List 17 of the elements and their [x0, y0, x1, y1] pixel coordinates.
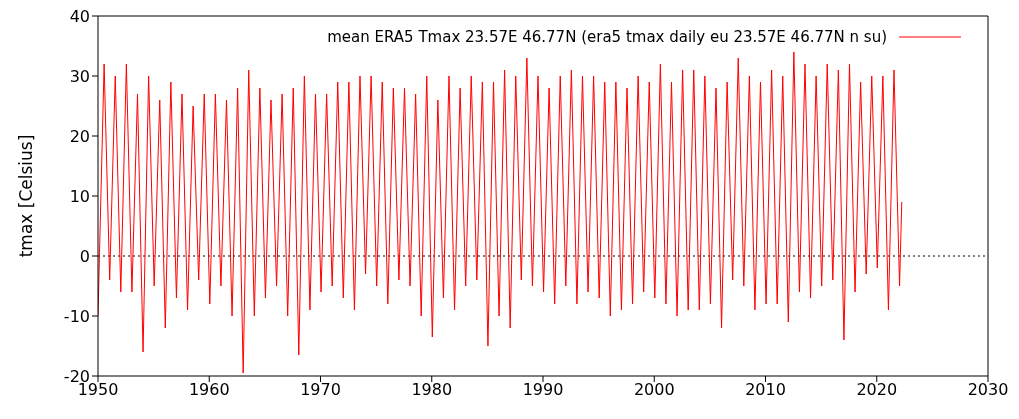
- x-tick-label: 1970: [300, 380, 341, 400]
- y-tick-label: 20: [69, 126, 90, 146]
- x-tick-label: 2030: [967, 380, 1009, 400]
- y-tick-label: -10: [63, 306, 90, 326]
- legend-label: mean ERA5 Tmax 23.57E 46.77N (era5 tmax daily eu 23.57E 46.77N n su): [327, 28, 887, 46]
- y-tick-label: 40: [69, 6, 90, 26]
- x-tick-label: 2000: [633, 380, 675, 400]
- x-tick-label: 2020: [856, 380, 898, 400]
- x-tick-label: 1960: [188, 380, 230, 400]
- x-tick-label: 2010: [745, 380, 786, 400]
- y-tick-label: 10: [69, 186, 90, 206]
- x-tick-label: 1990: [522, 380, 564, 400]
- line-series: [98, 51, 903, 374]
- y-axis-title: tmax [Celsius]: [16, 134, 37, 258]
- x-tick-label: 1980: [411, 380, 453, 400]
- y-tick-label: 30: [69, 66, 90, 86]
- y-tick-label: 0: [79, 246, 90, 266]
